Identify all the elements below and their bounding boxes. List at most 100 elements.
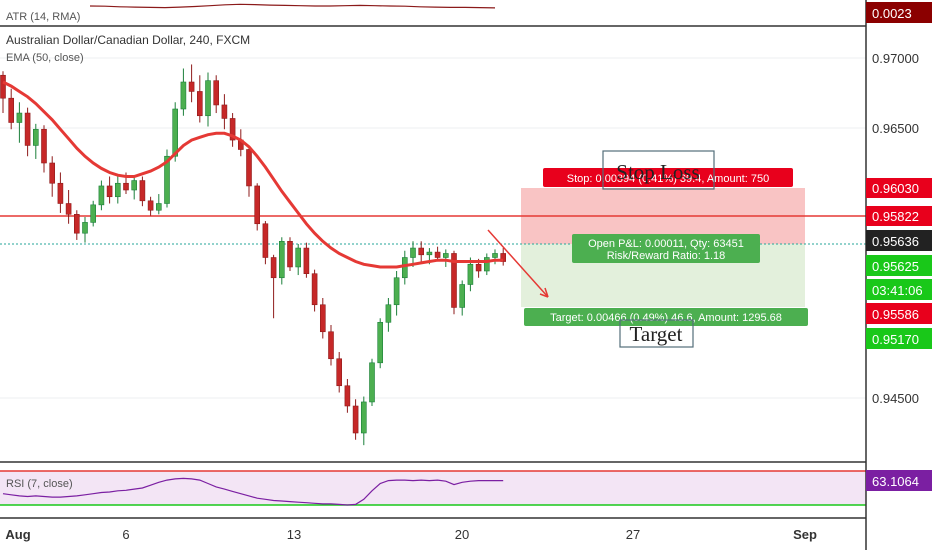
- candle-down: [262, 223, 269, 258]
- stop-label-bg: [543, 168, 793, 187]
- candle-up: [295, 247, 302, 268]
- candle-up: [278, 241, 285, 279]
- candle-down: [311, 273, 318, 306]
- time-label: 27: [626, 527, 640, 542]
- candle-down: [221, 104, 228, 119]
- candle-down: [344, 385, 351, 407]
- target-note: Target: [630, 322, 683, 346]
- hline-price-text: 0.95822: [872, 209, 919, 224]
- atr-label: ATR (14, RMA): [6, 11, 80, 23]
- rsi-badge: [866, 470, 932, 491]
- candle-down: [246, 149, 252, 187]
- ema-line: [2, 80, 504, 269]
- candle-down: [336, 358, 343, 387]
- candle-down: [147, 200, 154, 211]
- pnl-label-bg: [572, 234, 760, 263]
- gridlines: [0, 57, 866, 399]
- time-label: Sep: [793, 527, 817, 542]
- candle-up: [426, 251, 433, 256]
- close-price-text: 0.95625: [872, 259, 919, 274]
- candle-up: [164, 155, 170, 204]
- symbol-title[interactable]: Australian Dollar/Canadian Dollar, 240, …: [6, 33, 250, 47]
- candle-down: [24, 112, 31, 146]
- candle-up: [377, 321, 384, 364]
- arrow-drawing[interactable]: [487, 229, 549, 298]
- candle-up: [442, 253, 449, 258]
- hline-price-badge: [866, 206, 932, 226]
- target-note-box[interactable]: [619, 319, 694, 348]
- rsi-band: [0, 471, 866, 505]
- candle-up: [90, 204, 96, 223]
- candle-down: [303, 247, 310, 275]
- rr-label: Risk/Reward Ratio: 1.18: [607, 250, 726, 262]
- candle-down: [74, 214, 80, 234]
- low-price-text: 0.95586: [872, 307, 919, 322]
- candle-up: [385, 304, 392, 323]
- countdown-badge: [866, 279, 932, 300]
- candle-up: [492, 253, 498, 258]
- atr-line: [89, 3, 496, 9]
- candle-down: [41, 128, 47, 164]
- candle-up: [131, 180, 137, 191]
- candle-up: [410, 247, 416, 258]
- candle-up: [369, 362, 375, 403]
- candle-up: [393, 277, 400, 306]
- candle-down: [328, 331, 334, 360]
- candle-down: [8, 97, 14, 123]
- target-price-badge: [866, 328, 932, 349]
- candle-down: [65, 203, 72, 215]
- candle-down: [197, 91, 203, 117]
- countdown-text: 03:41:06: [872, 283, 923, 298]
- candle-up: [82, 222, 88, 234]
- rsi-label[interactable]: RSI (7, close): [6, 478, 73, 490]
- pnl-label: Open P&L: 0.00011, Qty: 63451: [588, 238, 744, 250]
- atr-badge: [866, 2, 932, 23]
- candle-up: [115, 182, 121, 198]
- current-price-badge: [866, 230, 932, 251]
- candle-down: [451, 253, 457, 308]
- stop-price-badge: [866, 178, 932, 198]
- candle-down: [270, 257, 277, 279]
- time-label: 20: [455, 527, 469, 542]
- candle-down: [49, 162, 56, 184]
- candle-down: [123, 182, 129, 191]
- candle-up: [483, 257, 490, 272]
- candle-down: [213, 80, 219, 106]
- candle-down: [418, 247, 425, 256]
- stop-loss-note-box[interactable]: [602, 150, 715, 190]
- candle-up: [467, 263, 474, 285]
- candles: [0, 64, 507, 446]
- candle-down: [188, 81, 195, 92]
- candle-up: [205, 80, 211, 117]
- candle-down: [434, 251, 441, 258]
- price-tick: 0.94500: [872, 391, 919, 406]
- candle-down: [106, 185, 113, 198]
- rsi-badge-text: 63.1064: [872, 474, 919, 489]
- current-price-text: 0.95636: [872, 234, 919, 249]
- price-tick: 0.96500: [872, 121, 919, 136]
- low-price-badge: [866, 303, 932, 324]
- candle-up: [360, 401, 367, 434]
- target-price-text: 0.95170: [872, 332, 919, 347]
- candle-down: [319, 304, 326, 333]
- time-axis[interactable]: Aug 6 13 20 27 Sep: [5, 527, 817, 542]
- candle-up: [98, 185, 105, 206]
- rsi-line: [2, 477, 504, 506]
- target-label: Target: 0.00466 (0.49%) 46.6, Amount: 12…: [550, 312, 782, 324]
- price-axis[interactable]: 0.97000 0.96500 0.94500: [872, 51, 919, 406]
- time-label: 13: [287, 527, 301, 542]
- close-price-badge: [866, 255, 932, 276]
- candle-up: [180, 81, 187, 110]
- candle-up: [32, 128, 39, 146]
- candle-up: [172, 108, 178, 157]
- candle-up: [16, 112, 23, 123]
- candle-up: [459, 284, 466, 308]
- time-label: 6: [122, 527, 129, 542]
- stop-loss-note: Stop Loss: [616, 160, 699, 184]
- price-tick: 0.97000: [872, 51, 919, 66]
- ema-legend[interactable]: EMA (50, close): [6, 52, 84, 64]
- candle-down: [0, 74, 6, 99]
- candle-down: [57, 182, 64, 204]
- time-label: Aug: [5, 527, 30, 542]
